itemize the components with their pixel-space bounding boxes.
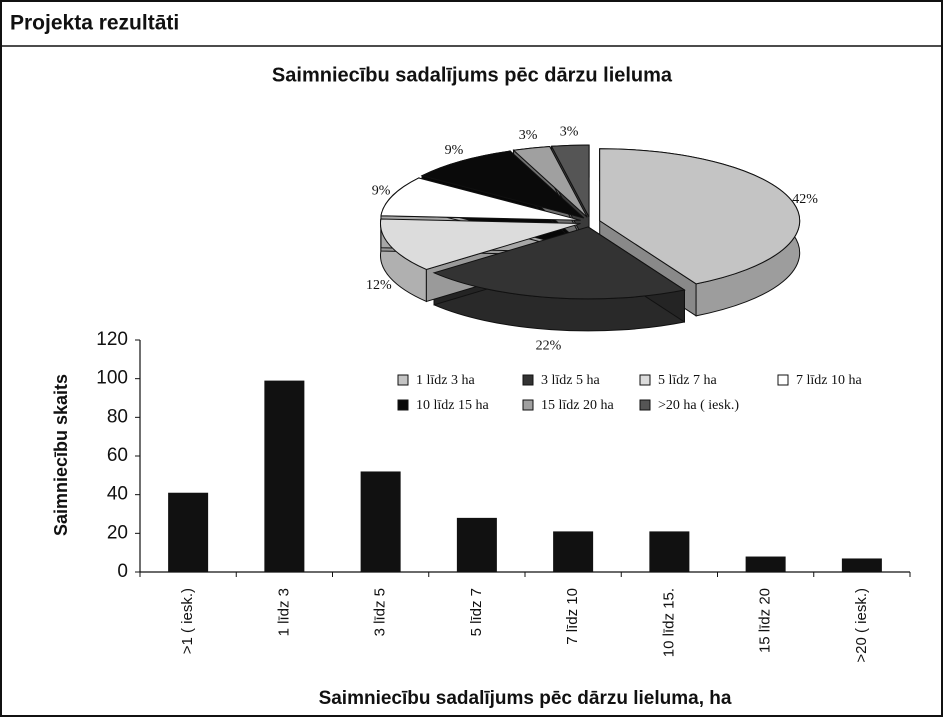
pie-slice [380,177,581,221]
legend-label: 7 līdz 10 ha [796,373,862,388]
legend-swatch [639,399,651,411]
x-tick-label: >1 ( iesk.) [179,588,196,654]
y-axis-label: Saimniecību skaits [51,374,71,536]
legend-swatch [522,399,534,411]
y-tick-label: 120 [96,329,128,350]
bar [168,492,209,572]
pie-slice [550,144,590,218]
bar [649,531,690,572]
x-tick-label: 7 līdz 10 [564,588,581,645]
bar [264,380,305,572]
legend-label: 5 līdz 7 ha [658,373,717,388]
x-tick-label: 1 līdz 3 [275,588,292,636]
legend-swatch [397,399,409,411]
pie-slice [432,226,686,300]
bar [360,471,401,572]
pie-label: 9% [372,184,391,199]
y-tick-label: 0 [117,561,128,582]
y-tick-label: 80 [107,406,128,427]
chart-title: Saimniecību sadalījums pēc dārzu lieluma [272,64,673,86]
x-tick-label: 15 līdz 20 [757,588,774,653]
legend-label: 15 līdz 20 ha [541,398,614,413]
slide-title: Projekta rezultāti [10,12,179,35]
y-tick-label: 60 [107,445,128,466]
bar [553,531,594,572]
x-tick-label: >20 ( iesk.) [853,588,870,663]
pie-slice [512,145,588,218]
legend-swatch [397,374,409,386]
legend-swatch [639,374,651,386]
pie-slice [420,150,585,219]
pie-label: 42% [792,192,818,207]
y-tick-label: 100 [96,368,128,389]
x-axis-label: Saimniecību sadalījums pēc dārzu lieluma… [319,688,732,709]
legend-swatch [777,374,789,386]
pie-slice [599,148,801,285]
pie-slice [379,218,581,270]
pie-label: 22% [536,339,562,354]
y-tick-label: 40 [107,484,128,505]
x-tick-label: 5 līdz 7 [468,588,485,636]
pie-chart: 42% 22% 12% 9% 9% 3% 3% 1 līdz 3 ha 3 līdz 5 ha 5… [366,125,862,414]
legend-label: >20 ha ( iesk.) [658,398,739,413]
x-tick-label: 3 līdz 5 [372,588,389,636]
legend-label: 1 līdz 3 ha [416,373,475,388]
legend-label: 10 līdz 15 ha [416,398,489,413]
pie-label: 3% [560,125,579,140]
bar [841,558,882,572]
legend-label: 3 līdz 5 ha [541,373,600,388]
bar [745,556,786,572]
y-tick-label: 20 [107,522,128,543]
legend-swatch [522,374,534,386]
bar [456,517,497,572]
pie-label: 9% [445,143,464,158]
bar-chart: 0 20 40 60 80 100 120 >1 ( iesk.) 1 līdz 3 3 līdz… [51,329,911,709]
pie-label: 3% [519,128,538,143]
pie-label: 12% [366,278,392,293]
x-tick-label: 10 līdz 15. [660,588,677,657]
